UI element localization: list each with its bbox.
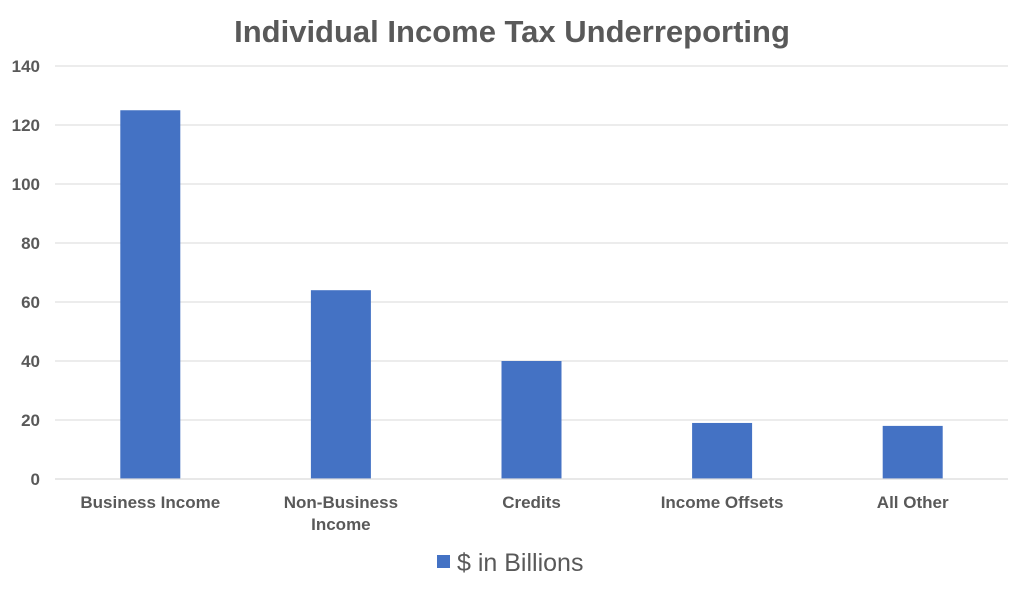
y-tick-label: 80	[21, 234, 40, 253]
bar	[310, 290, 371, 479]
legend: $ in Billions	[437, 549, 583, 577]
y-tick-label: 120	[12, 116, 40, 135]
y-tick-label: 60	[21, 293, 40, 312]
x-tick-label: Income Offsets	[661, 493, 784, 512]
x-tick-label: Credits	[502, 493, 561, 512]
bar	[501, 361, 562, 479]
bars	[120, 110, 943, 479]
bar	[120, 110, 181, 479]
y-tick-label: 100	[12, 175, 40, 194]
legend-label: $ in Billions	[457, 549, 583, 577]
bar	[692, 422, 753, 479]
y-tick-label: 140	[12, 57, 40, 76]
x-tick-label: Business Income	[80, 493, 220, 512]
x-tick-label: Non-Business Income	[284, 493, 398, 534]
y-tick-label: 40	[21, 352, 40, 371]
bar	[882, 425, 943, 479]
y-tick-label: 0	[31, 470, 40, 489]
x-axis-ticks: Business Income Non-Business Income Credits…	[80, 493, 949, 534]
y-axis-ticks: 0 20 40 60 80 100 120 140	[12, 57, 40, 489]
x-tick-label: All Other	[877, 493, 949, 512]
y-tick-label: 20	[21, 411, 40, 430]
legend-swatch	[437, 555, 450, 568]
chart-title: Individual Income Tax Underreporting	[234, 14, 790, 49]
grid-lines	[55, 65, 1008, 421]
